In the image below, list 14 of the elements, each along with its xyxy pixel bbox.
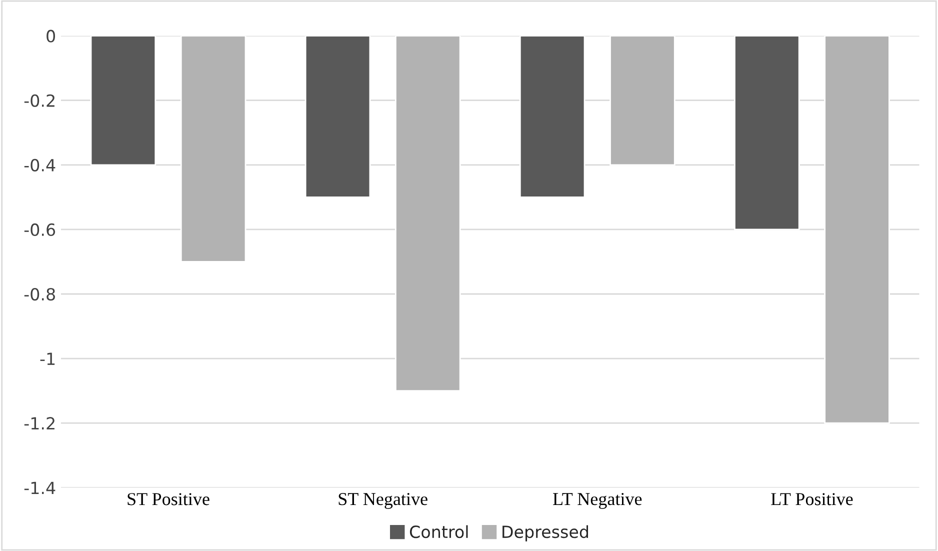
- y-tick-label: -1: [40, 352, 55, 365]
- y-tick-label: -0.2: [24, 94, 54, 107]
- x-tick-label: ST Positive: [128, 493, 210, 506]
- x-tick-label: ST Negative: [338, 493, 428, 509]
- legend-label: Control: [410, 525, 468, 538]
- x-tick-label: LT Negative: [553, 493, 642, 509]
- y-tick-label: -1.4: [24, 482, 56, 494]
- x-tick-label: LT Positive: [771, 493, 853, 506]
- y-tick-label: -1.2: [24, 417, 54, 430]
- y-tick-label: -0.8: [24, 288, 55, 301]
- y-tick-label: -0.4: [24, 158, 56, 172]
- y-tick-label: -0.6: [24, 223, 56, 236]
- legend-label: Depressed: [502, 525, 588, 542]
- y-tick-label: 0: [46, 30, 55, 42]
